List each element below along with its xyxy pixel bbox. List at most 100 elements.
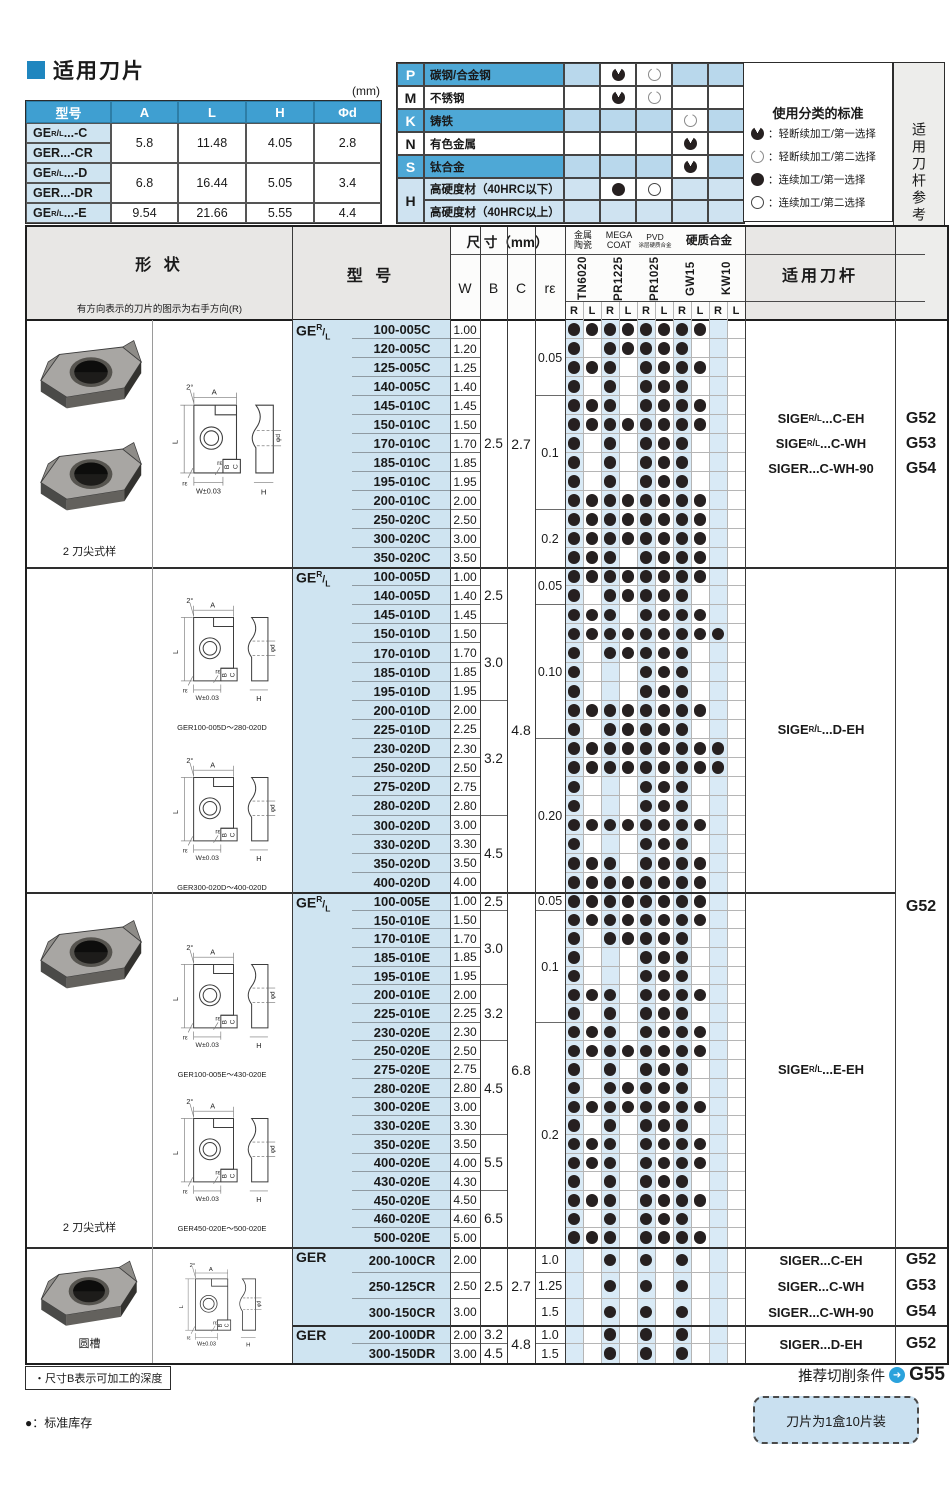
grid-vline [673, 302, 674, 1363]
stock-dot [603, 1212, 617, 1226]
re-value: 0.05 [537, 351, 563, 365]
svg-text:C: C [224, 1323, 230, 1327]
re-value: 1.0 [541, 1327, 559, 1342]
stock-dot [657, 608, 671, 622]
stock-dot [603, 818, 617, 832]
material-name: 不锈钢 [424, 86, 564, 109]
model-code: 230-020D [373, 741, 431, 757]
stock-dot [639, 475, 653, 488]
stock-dot [567, 1156, 581, 1170]
stock-dot [639, 685, 653, 698]
stock-dot [675, 1156, 689, 1170]
stock-dot [603, 456, 617, 469]
dim-model-cell: GE R / L ...-E [26, 203, 111, 223]
stock-dot [675, 818, 689, 832]
stock-dot [585, 418, 599, 431]
stock-dot [603, 876, 617, 889]
material-letter: P [397, 63, 424, 86]
dot-row-sep [565, 509, 745, 510]
dot-row-sep [565, 1171, 745, 1173]
model-code: 150-010C [373, 417, 431, 432]
svg-text:C: C [229, 1173, 236, 1178]
shape-header-note: 有方向表示的刀片的图示为右手方向(R) [76, 303, 243, 315]
svg-text:2°: 2° [186, 756, 193, 765]
code-sep [352, 833, 450, 835]
w-value: 2.00 [453, 703, 477, 718]
stock-dot [567, 532, 581, 545]
stock-dot [657, 1044, 671, 1058]
dot-row-sep [565, 414, 745, 415]
stock-dot [657, 704, 671, 717]
insert-photo [40, 1260, 138, 1326]
w-sep [450, 814, 480, 816]
code-sep [352, 528, 450, 529]
stock-dot [639, 551, 653, 564]
stock-dot [567, 399, 581, 412]
r-column-stripe [709, 320, 727, 1363]
stock-dot [603, 1253, 617, 1267]
w-sep [450, 1040, 480, 1042]
dimension-drawing: 2° A L B C rε rε W±0.03 H φd [171, 596, 276, 703]
model-code: 450-020E [373, 1192, 431, 1208]
legend-item-label: ：轻断续加工/第二选择 [768, 151, 876, 163]
grid-vline [619, 302, 620, 1363]
page-ref: G52 [905, 898, 937, 915]
dot-row-sep [565, 1208, 745, 1210]
stock-dot [603, 723, 617, 736]
stock-dot [711, 742, 725, 755]
legend-box: 使用分类的标准 ：轻断续加工/第一选择 ：轻断续加工/第二选择 ：连续加工/第一… [743, 62, 893, 222]
dot-row-sep [565, 471, 745, 472]
material-rating-cell [636, 86, 672, 109]
w-value: 1.70 [453, 931, 477, 946]
stock-dot [657, 494, 671, 507]
code-sep [352, 984, 450, 986]
stock-dot [567, 837, 581, 851]
stock-dot [711, 761, 725, 774]
holder-name: SIGE R / L ...C-EH [777, 411, 865, 426]
material-rating-cell [672, 63, 708, 86]
model-code: 460-020E [373, 1211, 431, 1227]
model-code: 300-020C [373, 531, 431, 546]
dim-col-header: 型号 [26, 101, 111, 123]
stock-dot [675, 837, 689, 851]
pac_filled-icon [683, 160, 697, 173]
re-sep [535, 395, 565, 396]
model-code: 145-010D [373, 607, 431, 623]
c-value: 4.8 [511, 721, 531, 738]
stock-dot [567, 513, 581, 526]
page-ref: G52 [905, 409, 937, 427]
shape-drawing: 2° A L B C rε rε W±0.03 H φd [161, 1084, 277, 1220]
stock-dot [639, 513, 653, 526]
code-sep [352, 1343, 450, 1344]
header-bottom-line [27, 319, 947, 321]
stock-dot [567, 742, 581, 755]
b-sep [480, 909, 507, 911]
shape-drawing: 2° A L B C rε rε W±0.03 H φd [161, 930, 277, 1066]
svg-text:C: C [232, 464, 239, 469]
stock-dot [693, 1025, 707, 1039]
column-line [565, 227, 566, 1363]
w-value: 2.30 [453, 1025, 477, 1040]
stock-dot [675, 761, 689, 774]
svg-text:φd: φd [269, 804, 276, 812]
stock-dot [567, 418, 581, 431]
stock-dot [639, 1007, 653, 1020]
stock-dot [639, 857, 653, 870]
shape-divider-line [152, 320, 153, 1363]
dim-value-cell: 5.05 [246, 163, 314, 203]
coating-grade-label: TN6020 [565, 255, 601, 302]
w-value: 2.75 [453, 779, 477, 794]
model-code: 200-010E [373, 987, 431, 1003]
code-sep [352, 376, 450, 377]
code-sep [352, 1133, 450, 1135]
size-col-header: W [450, 255, 480, 320]
dimension-table: 型号 A L H Φd GE R / L ...-C GER...-CR GE R / L ...-D GER.… [25, 100, 382, 224]
stock-dot [675, 380, 689, 393]
depth-note: ・尺寸B表示可加工的深度 [25, 1366, 172, 1390]
stock-dot [675, 1253, 689, 1267]
svg-text:W±0.03: W±0.03 [197, 1342, 216, 1348]
stock-dot [603, 895, 617, 908]
stock-dot [567, 1081, 581, 1095]
stock-dot [675, 342, 689, 355]
